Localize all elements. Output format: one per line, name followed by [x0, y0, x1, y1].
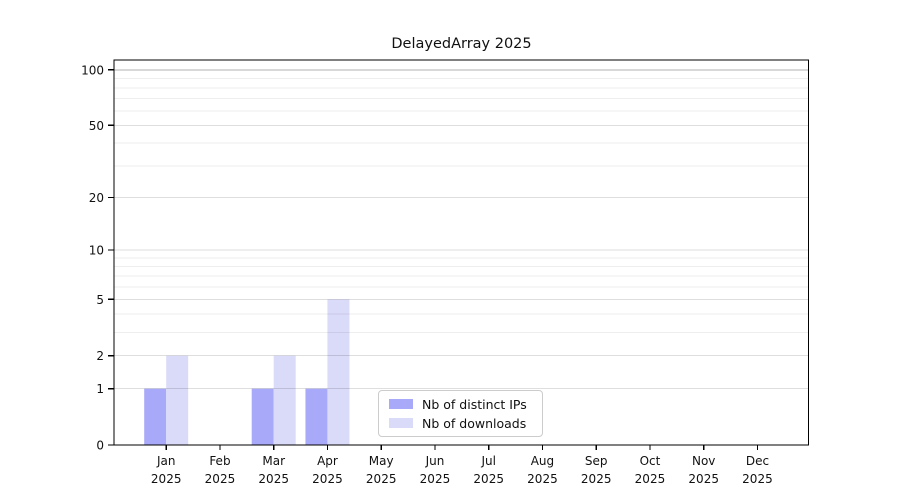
x-tick-label-month: Jun: [425, 454, 445, 468]
x-tick-label-year: 2025: [527, 472, 558, 486]
x-tick-label-month: Sep: [585, 454, 608, 468]
x-tick-label-year: 2025: [205, 472, 236, 486]
y-tick-label: 10: [89, 244, 104, 258]
legend: Nb of distinct IPs Nb of downloads: [378, 390, 543, 437]
legend-label-downloads: Nb of downloads: [422, 415, 527, 431]
x-tick-label-year: 2025: [420, 472, 451, 486]
x-tick-label-month: Apr: [317, 454, 338, 468]
x-tick-label-month: Mar: [262, 454, 285, 468]
bar-distinct-ips-jan: [144, 388, 167, 445]
legend-label-distinct-ips: Nb of distinct IPs: [422, 396, 527, 412]
legend-swatch-downloads-icon: [389, 418, 413, 428]
legend-item-distinct-ips: Nb of distinct IPs: [389, 397, 534, 412]
x-tick-label-year: 2025: [742, 472, 773, 486]
y-tick-label: 0: [96, 439, 104, 453]
bar-downloads-apr: [327, 299, 350, 445]
x-tick-label-year: 2025: [473, 472, 504, 486]
y-tick-label: 5: [96, 293, 104, 307]
x-tick-label-month: Nov: [692, 454, 715, 468]
y-tick-label: 20: [89, 191, 104, 205]
x-tick-label-month: Jan: [156, 454, 176, 468]
bar-downloads-mar: [273, 355, 296, 445]
x-tick-label-year: 2025: [312, 472, 343, 486]
bar-distinct-ips-apr: [305, 388, 328, 445]
plot-frame: [113, 59, 810, 446]
x-tick-label-year: 2025: [635, 472, 666, 486]
y-tick-label: 50: [89, 119, 104, 133]
x-tick-label-year: 2025: [581, 472, 612, 486]
x-tick-label-month: Oct: [640, 454, 661, 468]
x-tick-label-year: 2025: [366, 472, 397, 486]
legend-swatch-distinct-ips-icon: [389, 399, 413, 409]
bar-downloads-jan: [166, 355, 189, 445]
x-tick-label-month: Aug: [531, 454, 554, 468]
y-tick-label: 1: [96, 382, 104, 396]
x-tick-label-year: 2025: [258, 472, 289, 486]
x-tick-label-year: 2025: [688, 472, 719, 486]
chart-title: DelayedArray 2025: [391, 36, 532, 52]
y-tick-label: 2: [96, 349, 104, 363]
y-tick-label: 100: [81, 63, 104, 77]
x-tick-label-year: 2025: [151, 472, 182, 486]
x-tick-label-month: May: [369, 454, 394, 468]
x-tick-label-month: Dec: [746, 454, 769, 468]
x-tick-label-month: Feb: [209, 454, 230, 468]
x-tick-label-month: Jul: [480, 454, 495, 468]
legend-item-downloads: Nb of downloads: [389, 416, 534, 431]
bar-distinct-ips-mar: [251, 388, 274, 445]
